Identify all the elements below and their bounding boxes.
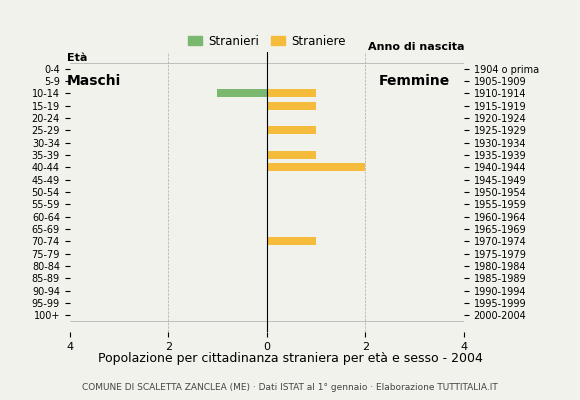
Bar: [267, 237, 316, 245]
Bar: [218, 89, 267, 97]
Text: Femmine: Femmine: [379, 74, 450, 88]
Text: Età: Età: [67, 52, 88, 62]
Text: COMUNE DI SCALETTA ZANCLEA (ME) · Dati ISTAT al 1° gennaio · Elaborazione TUTTIT: COMUNE DI SCALETTA ZANCLEA (ME) · Dati I…: [82, 383, 498, 392]
Text: Anno di nascita: Anno di nascita: [368, 42, 464, 52]
Bar: [267, 126, 316, 134]
Text: Maschi: Maschi: [67, 74, 121, 88]
Bar: [267, 102, 316, 110]
Legend: Stranieri, Straniere: Stranieri, Straniere: [183, 30, 350, 52]
Text: Popolazione per cittadinanza straniera per età e sesso - 2004: Popolazione per cittadinanza straniera p…: [97, 352, 483, 365]
Bar: [267, 89, 316, 97]
Bar: [267, 151, 316, 159]
Bar: [267, 163, 365, 171]
